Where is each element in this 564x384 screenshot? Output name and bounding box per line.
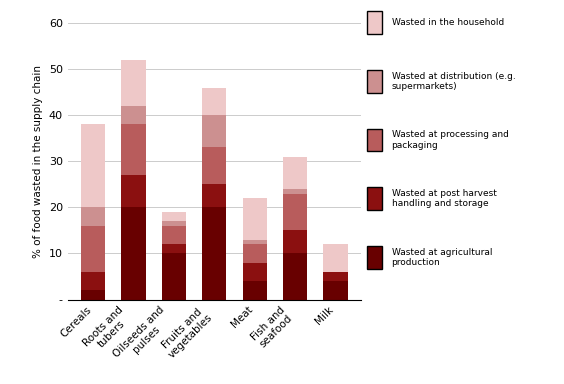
Text: Wasted in the household: Wasted in the household	[391, 18, 504, 27]
Bar	[243, 240, 267, 244]
Bar	[81, 226, 105, 272]
Bar	[162, 221, 186, 226]
Bar	[81, 124, 105, 207]
Text: Wasted at post harvest
handling and storage: Wasted at post harvest handling and stor…	[391, 189, 496, 209]
FancyBboxPatch shape	[367, 129, 382, 151]
Bar	[202, 115, 226, 147]
Text: Wasted at agricultural
production: Wasted at agricultural production	[391, 248, 492, 267]
Bar	[202, 207, 226, 300]
Bar	[81, 290, 105, 300]
Bar	[162, 253, 186, 300]
Bar	[121, 175, 146, 207]
Bar	[121, 207, 146, 300]
Bar	[323, 244, 347, 272]
Y-axis label: % of food wasted in the supply chain: % of food wasted in the supply chain	[33, 65, 43, 258]
Bar	[202, 147, 226, 184]
Bar	[121, 106, 146, 124]
FancyBboxPatch shape	[367, 187, 382, 210]
Bar	[81, 272, 105, 290]
Bar	[323, 272, 347, 281]
Bar	[243, 263, 267, 281]
Bar	[162, 244, 186, 253]
Bar	[243, 281, 267, 300]
FancyBboxPatch shape	[367, 246, 382, 269]
Bar	[283, 189, 307, 194]
Text: Wasted at processing and
packaging: Wasted at processing and packaging	[391, 130, 508, 150]
Bar	[243, 244, 267, 263]
Bar	[162, 226, 186, 244]
Bar	[283, 157, 307, 189]
Bar	[202, 88, 226, 115]
Bar	[283, 230, 307, 253]
FancyBboxPatch shape	[367, 70, 382, 93]
Bar	[283, 194, 307, 230]
Bar	[121, 124, 146, 175]
Bar	[202, 184, 226, 207]
FancyBboxPatch shape	[367, 11, 382, 34]
Bar	[283, 253, 307, 300]
Bar	[323, 281, 347, 300]
Bar	[243, 198, 267, 240]
Bar	[121, 60, 146, 106]
Text: Wasted at distribution (e.g.
supermarkets): Wasted at distribution (e.g. supermarket…	[391, 71, 515, 91]
Bar	[162, 212, 186, 221]
Bar	[81, 207, 105, 226]
